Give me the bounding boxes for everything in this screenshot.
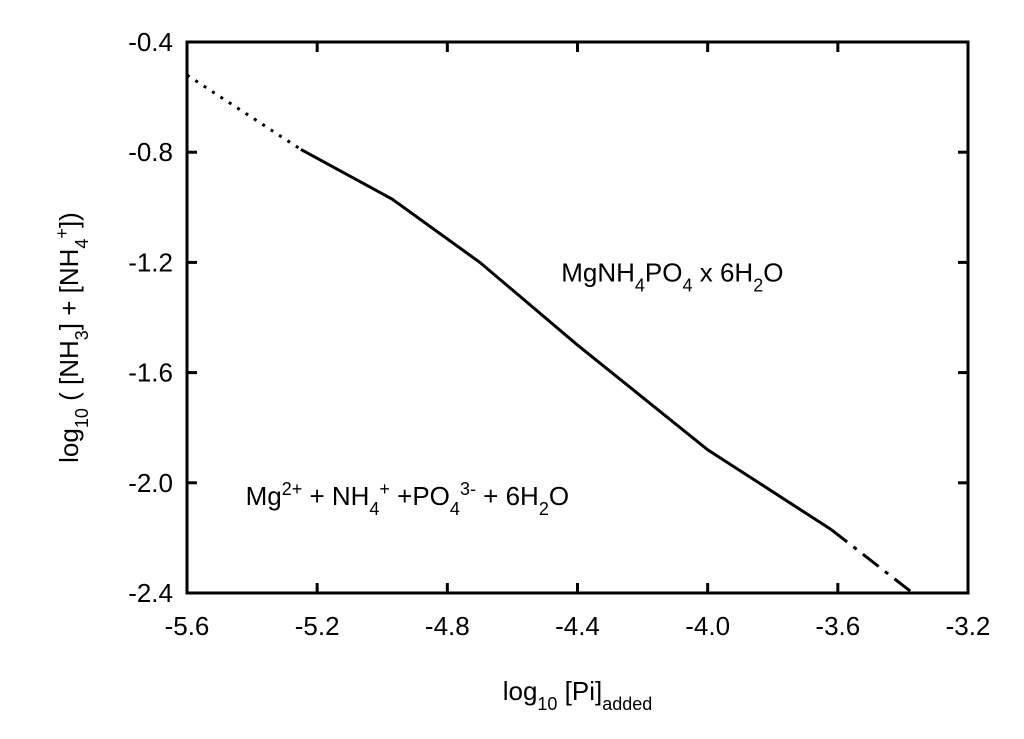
x-tick-label: -4.0 bbox=[685, 611, 730, 641]
text-part: Mg bbox=[246, 481, 282, 511]
text-part: + bbox=[52, 228, 72, 239]
text-part: + 6H bbox=[476, 481, 539, 511]
text-part: + NH bbox=[302, 481, 369, 511]
text-part: 10 bbox=[537, 694, 557, 714]
text-part: 4 bbox=[72, 239, 92, 249]
text-part: O bbox=[549, 481, 569, 511]
x-tick-label: -3.6 bbox=[815, 611, 860, 641]
text-part: ] + [NH bbox=[54, 249, 84, 331]
annotation: MgNH4PO4 x 6H2O bbox=[561, 258, 783, 296]
x-tick-label: -5.6 bbox=[165, 611, 210, 641]
y-axis-label: log10 ( [NH3] + [NH4+]) bbox=[52, 212, 92, 463]
text-part: ]) bbox=[54, 212, 84, 228]
data-line bbox=[300, 148, 833, 531]
text-part: 4 bbox=[635, 276, 645, 296]
text-part: 2 bbox=[753, 276, 763, 296]
y-tick-label: -0.4 bbox=[128, 27, 173, 57]
y-tick-label: -1.6 bbox=[128, 358, 173, 388]
x-tick-label: -3.2 bbox=[946, 611, 991, 641]
x-tick-label: -4.8 bbox=[425, 611, 470, 641]
y-tick-label: -2.0 bbox=[128, 468, 173, 498]
text-part: + bbox=[379, 479, 390, 499]
text-part: O bbox=[763, 258, 783, 288]
y-tick-label: -2.4 bbox=[128, 578, 173, 608]
data-line bbox=[830, 528, 914, 595]
text-part: 4 bbox=[369, 499, 379, 519]
text-part: MgNH bbox=[561, 258, 635, 288]
text-part: 4 bbox=[682, 276, 692, 296]
text-part: ( [NH bbox=[54, 340, 84, 408]
x-tick-label: -4.4 bbox=[555, 611, 600, 641]
text-part: +PO bbox=[390, 481, 450, 511]
text-part: 10 bbox=[72, 408, 92, 428]
text-part: PO bbox=[645, 258, 683, 288]
x-axis-label: log10 [Pi]added bbox=[503, 676, 653, 714]
text-part: added bbox=[602, 694, 652, 714]
text-part: 3- bbox=[460, 479, 476, 499]
y-tick-label: -1.2 bbox=[128, 247, 173, 277]
text-part: 2 bbox=[539, 499, 549, 519]
data-line bbox=[186, 73, 302, 151]
text-part: 4 bbox=[450, 499, 460, 519]
text-part: 2+ bbox=[282, 479, 303, 499]
text-part: [Pi] bbox=[557, 676, 602, 706]
y-tick-label: -0.8 bbox=[128, 137, 173, 167]
text-part: 3 bbox=[72, 330, 92, 340]
text-part: log bbox=[503, 676, 538, 706]
text-part: log bbox=[54, 428, 84, 463]
text-part: x 6H bbox=[693, 258, 754, 288]
x-tick-label: -5.2 bbox=[295, 611, 340, 641]
annotation: Mg2+ + NH4+ +PO43- + 6H2O bbox=[246, 479, 570, 519]
